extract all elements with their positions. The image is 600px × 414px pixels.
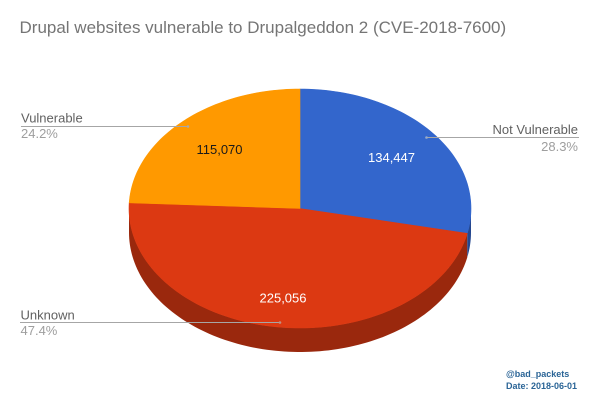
svg-text:Not Vulnerable: Not Vulnerable [492,122,578,137]
svg-text:Date: 2018-06-01: Date: 2018-06-01 [506,381,577,391]
svg-text:24.2%: 24.2% [21,126,58,141]
svg-text:28.3%: 28.3% [541,139,578,154]
svg-text:Vulnerable: Vulnerable [21,111,83,126]
svg-text:@bad_packets: @bad_packets [506,369,569,379]
svg-text:Drupal websites vulnerable to: Drupal websites vulnerable to Drupalgedd… [20,18,507,37]
svg-text:47.4%: 47.4% [21,323,58,338]
svg-text:115,070: 115,070 [196,142,242,157]
svg-text:225,056: 225,056 [260,291,307,306]
svg-text:Unknown: Unknown [21,308,75,323]
svg-text:134,447: 134,447 [368,150,415,165]
